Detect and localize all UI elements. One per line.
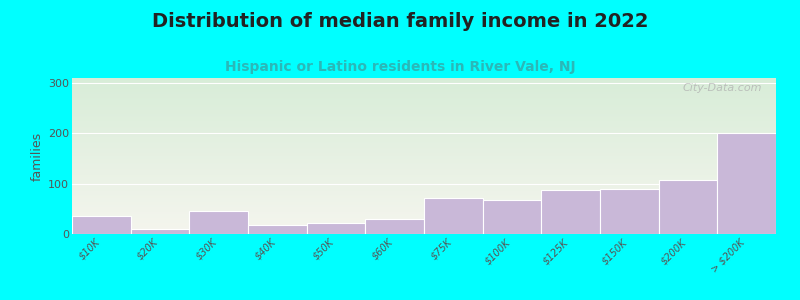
Bar [366,219,424,234]
Bar [248,225,306,234]
Bar [306,223,366,234]
Text: Distribution of median family income in 2022: Distribution of median family income in … [152,12,648,31]
Text: Hispanic or Latino residents in River Vale, NJ: Hispanic or Latino residents in River Va… [225,60,575,74]
Bar [72,216,130,234]
Bar [600,189,658,234]
Text: City-Data.com: City-Data.com [682,83,762,93]
Y-axis label: families: families [31,131,44,181]
Bar [658,180,718,234]
Bar [718,134,776,234]
Bar [190,212,248,234]
Bar [542,190,600,234]
Bar [130,229,190,234]
Bar [424,198,482,234]
Bar [482,200,542,234]
